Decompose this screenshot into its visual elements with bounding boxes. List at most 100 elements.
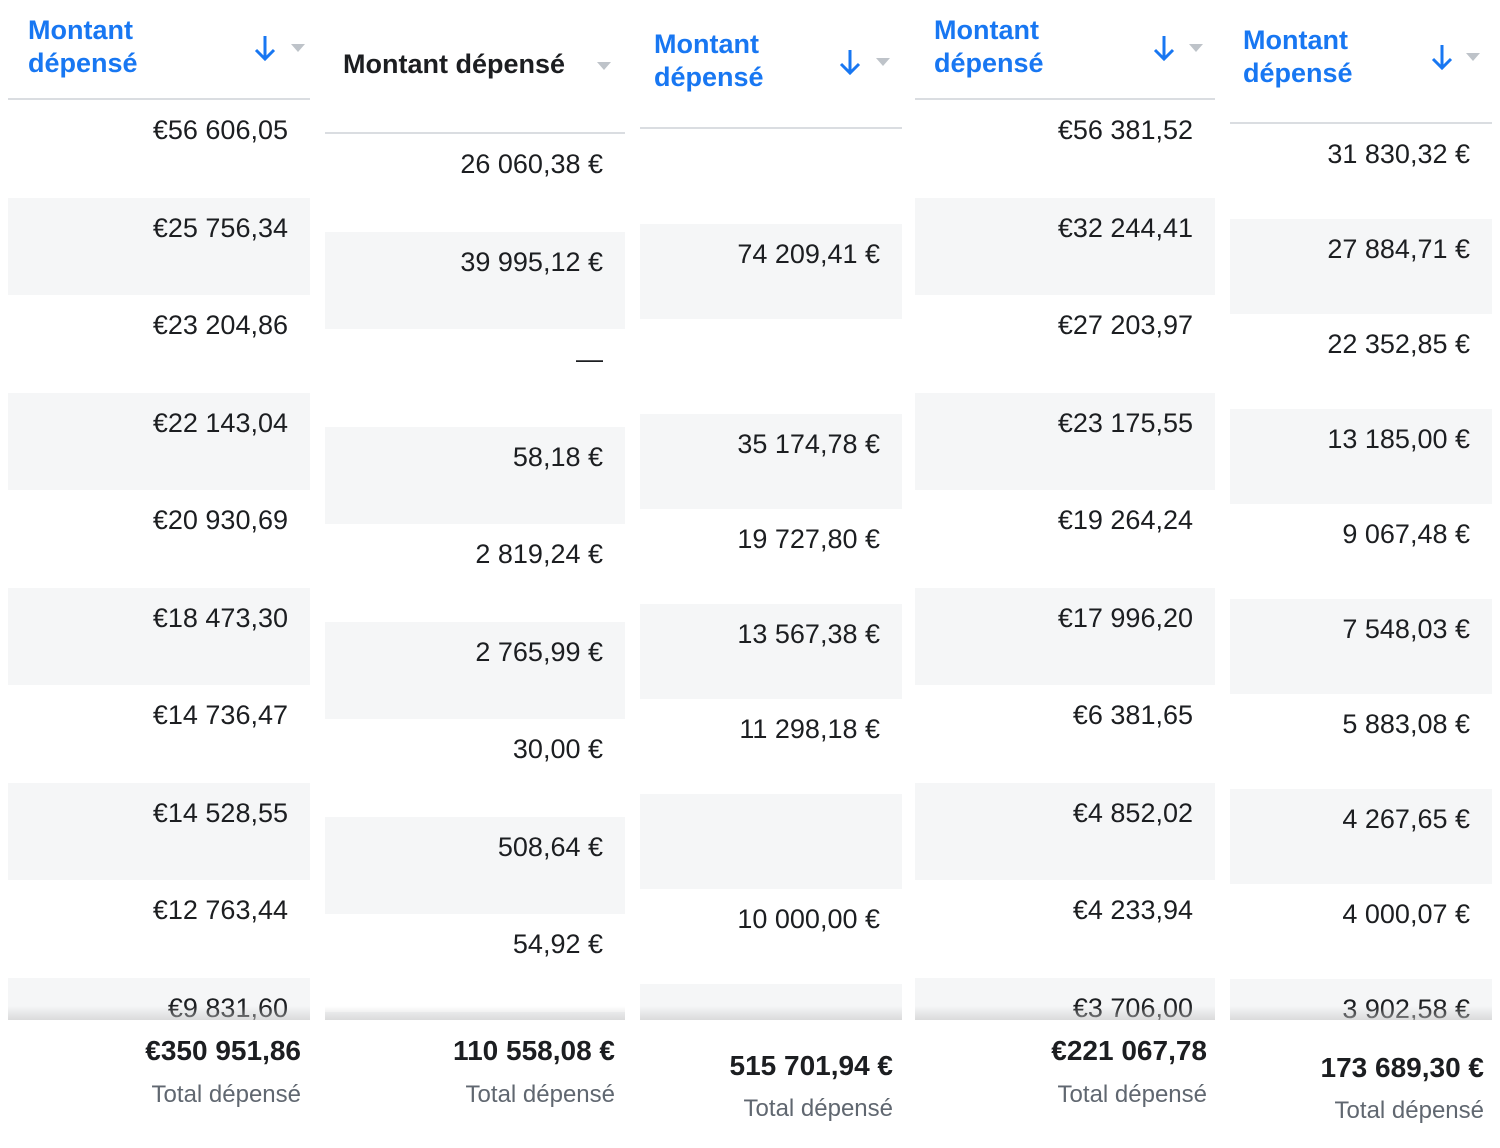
table-row: 10 000,00 €	[640, 889, 902, 984]
table-rows: 74 209,41 € 35 174,78 € 19 727,80 € 13 567,…	[640, 129, 902, 1020]
table-column: Montant dépensé 31 830,32 € 27 884,71 € 22 …	[1230, 0, 1492, 1148]
table-row: €4 233,94	[915, 880, 1215, 978]
table-column: Montant dépensé 74 209,41 € 35 174,78 € 19 …	[640, 0, 902, 1148]
table-row: 35 174,78 €	[640, 414, 902, 509]
dropdown-caret[interactable]	[875, 57, 891, 67]
sort-arrow[interactable]	[253, 33, 277, 63]
table-rows: €56 381,52 €32 244,41 €27 203,97 €23 175,55…	[915, 100, 1215, 1020]
cell-value: €20 930,69	[152, 505, 288, 535]
table-rows: €56 606,05 €25 756,34 €23 204,86 €22 143,04…	[8, 100, 310, 1020]
cell-value: €22 143,04	[152, 407, 288, 438]
cell-value: 2 765,99 €	[475, 636, 603, 667]
cell-value: 19 727,80 €	[737, 524, 880, 554]
total-label: Total dépensé	[743, 1095, 893, 1122]
table-row	[640, 129, 902, 224]
table-row: €14 528,55	[8, 782, 310, 880]
dropdown-caret[interactable]	[596, 61, 612, 71]
cell-value: 4 267,65 €	[1342, 804, 1470, 834]
cell-value: 10 000,00 €	[737, 904, 880, 934]
header-rule	[325, 132, 625, 134]
cell-value: 11 298,18 €	[739, 714, 880, 744]
header-rule	[640, 127, 902, 129]
table-row: 30,00 €	[325, 719, 625, 817]
column-header[interactable]: Montant dépensé	[1243, 25, 1353, 88]
cell-value: €12 763,44	[152, 895, 288, 925]
table-row: 5 883,08 €	[1230, 694, 1492, 789]
table-row: 508,64 €	[325, 816, 625, 914]
table-rows: 26 060,38 € 39 995,12 € — 58,18 € 2 819,24 €…	[325, 134, 625, 1020]
cell-value: 13 185,00 €	[1327, 424, 1470, 454]
table-row: €20 930,69	[8, 490, 310, 588]
cell-value: 22 352,85 €	[1327, 329, 1470, 359]
bottom-fade	[8, 1006, 310, 1020]
table-row	[640, 794, 902, 889]
sort-arrow[interactable]	[1152, 33, 1176, 63]
table-row: €23 204,86	[8, 295, 310, 393]
table-row: €25 756,34	[8, 197, 310, 295]
cell-value: 35 174,78 €	[737, 429, 880, 459]
bottom-fade	[1230, 1006, 1492, 1020]
cell-value: €4 852,02	[1072, 797, 1193, 828]
table-row: 26 060,38 €	[325, 134, 625, 232]
cell-value: 2 819,24 €	[475, 539, 603, 569]
cell-value: 39 995,12 €	[460, 246, 603, 277]
cell-value: €17 996,20	[1057, 602, 1193, 633]
total-label: Total dépensé	[1334, 1097, 1484, 1124]
column-header[interactable]: Montant dépensé	[28, 15, 138, 78]
dropdown-caret[interactable]	[290, 43, 306, 53]
table-row: 22 352,85 €	[1230, 314, 1492, 409]
column-header[interactable]: Montant dépensé	[934, 15, 1044, 78]
total-value: 110 558,08 €	[453, 1035, 615, 1066]
cell-value: 4 000,07 €	[1342, 899, 1470, 929]
table-row: €22 143,04	[8, 392, 310, 490]
table-row: €12 763,44	[8, 880, 310, 978]
table-row: 74 209,41 €	[640, 224, 902, 319]
table-column: Montant dépensé €56 381,52 €32 244,41 €27 2…	[915, 0, 1215, 1148]
cell-value: 74 209,41 €	[737, 239, 880, 269]
table-row: €56 381,52	[915, 100, 1215, 198]
table-column: Montant dépensé 26 060,38 € 39 995,12 € — 58…	[325, 0, 625, 1148]
column-header[interactable]: Montant dépensé	[343, 49, 566, 79]
cell-value: 54,92 €	[512, 929, 603, 959]
total-value: €221 067,78	[1051, 1035, 1207, 1066]
table-row: €23 175,55	[915, 392, 1215, 490]
cell-value: 26 060,38 €	[460, 149, 603, 179]
cell-value: 7 548,03 €	[1342, 614, 1470, 644]
sort-arrow[interactable]	[1430, 42, 1454, 72]
table-rows: 31 830,32 € 27 884,71 € 22 352,85 € 13 185,…	[1230, 124, 1492, 1020]
header-rule	[915, 98, 1215, 100]
table-row: €19 264,24	[915, 490, 1215, 588]
table-row: 27 884,71 €	[1230, 219, 1492, 314]
table-row: 13 567,38 €	[640, 604, 902, 699]
cell-value: 13 567,38 €	[737, 619, 880, 649]
table-row: 54,92 €	[325, 914, 625, 1012]
table-row: €17 996,20	[915, 587, 1215, 685]
cell-value: €23 204,86	[152, 310, 288, 340]
table-row: 4 000,07 €	[1230, 884, 1492, 979]
table-row: —	[325, 329, 625, 427]
cell-value: 508,64 €	[497, 831, 603, 862]
cell-value: €18 473,30	[152, 602, 288, 633]
column-header[interactable]: Montant dépensé	[654, 29, 764, 92]
table-row: 2 765,99 €	[325, 621, 625, 719]
total-label: Total dépensé	[151, 1081, 301, 1108]
header-rule	[1230, 122, 1492, 124]
table-row: €6 381,65	[915, 685, 1215, 783]
total-value: €350 951,86	[145, 1035, 301, 1066]
table-row: 9 067,48 €	[1230, 504, 1492, 599]
cell-value: 9 067,48 €	[1342, 519, 1470, 549]
bottom-fade	[325, 1006, 625, 1020]
cell-value: €14 528,55	[152, 797, 288, 828]
table-row: 7 548,03 €	[1230, 599, 1492, 694]
dropdown-caret[interactable]	[1465, 52, 1481, 62]
cell-value: €56 606,05	[152, 115, 288, 145]
cell-value: —	[576, 344, 603, 374]
table-row: 13 185,00 €	[1230, 409, 1492, 504]
cell-value: €27 203,97	[1057, 310, 1193, 340]
sort-arrow[interactable]	[838, 47, 862, 77]
table-row: €32 244,41	[915, 197, 1215, 295]
bottom-fade	[915, 1006, 1215, 1020]
total-value: 173 689,30 €	[1320, 1052, 1485, 1083]
dropdown-caret[interactable]	[1188, 43, 1204, 53]
